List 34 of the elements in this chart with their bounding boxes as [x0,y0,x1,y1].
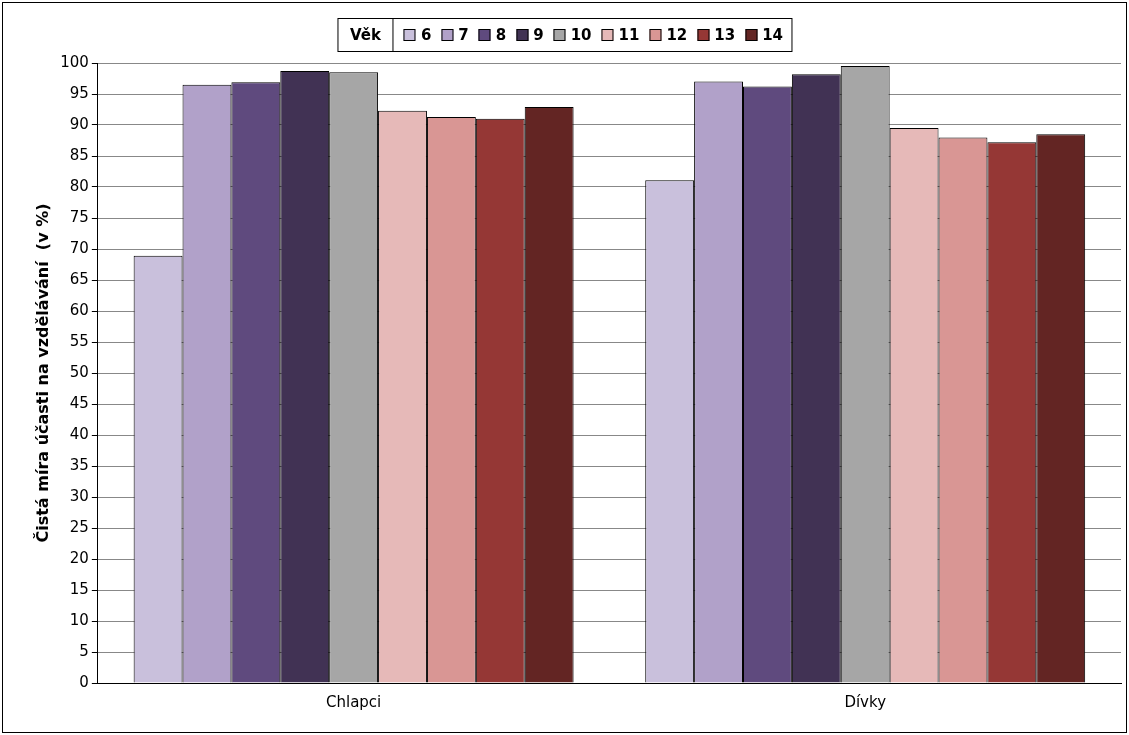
y-tick-label: 85 [69,145,89,164]
y-tick-label: 90 [69,114,89,133]
y-tick-label: 10 [69,610,89,629]
y-tick-label: 80 [69,176,89,195]
y-tick-label: 35 [69,455,89,474]
legend-label: 14 [762,26,784,44]
y-tick-label: 75 [69,207,89,226]
y-tick-label: 5 [79,641,89,660]
y-tick-label: 70 [69,238,89,257]
x-tick-label: Chlapci [325,692,382,711]
y-tick-label: 60 [69,300,89,319]
y-tick-label: 55 [69,331,89,350]
x-tick-label: Dívky [844,692,887,711]
legend-label: 7 [458,26,469,44]
legend-label: 13 [714,26,736,44]
legend-label: 9 [533,26,544,44]
y-tick-label: 0 [79,672,89,691]
legend-label: 12 [666,26,688,44]
y-tick-label: 20 [69,548,89,567]
y-tick-label: 25 [69,517,89,536]
y-tick-label: 30 [69,486,89,505]
y-tick-label: 65 [69,269,89,288]
legend-label: 10 [570,26,592,44]
legend-label: 6 [420,26,432,44]
y-tick-label: 45 [69,393,89,412]
y-tick-label: 50 [69,362,89,381]
y-tick-label: 95 [69,83,89,102]
y-axis-title: Čistá míra účasti na vzdělávání (v %) [32,203,52,543]
legend-label: 8 [495,26,507,44]
legend-label: 11 [618,26,640,44]
y-tick-label: 40 [69,424,89,443]
legend-title: Věk [337,19,394,51]
y-tick-label: 100 [60,52,89,71]
y-tick-label: 15 [69,579,89,598]
